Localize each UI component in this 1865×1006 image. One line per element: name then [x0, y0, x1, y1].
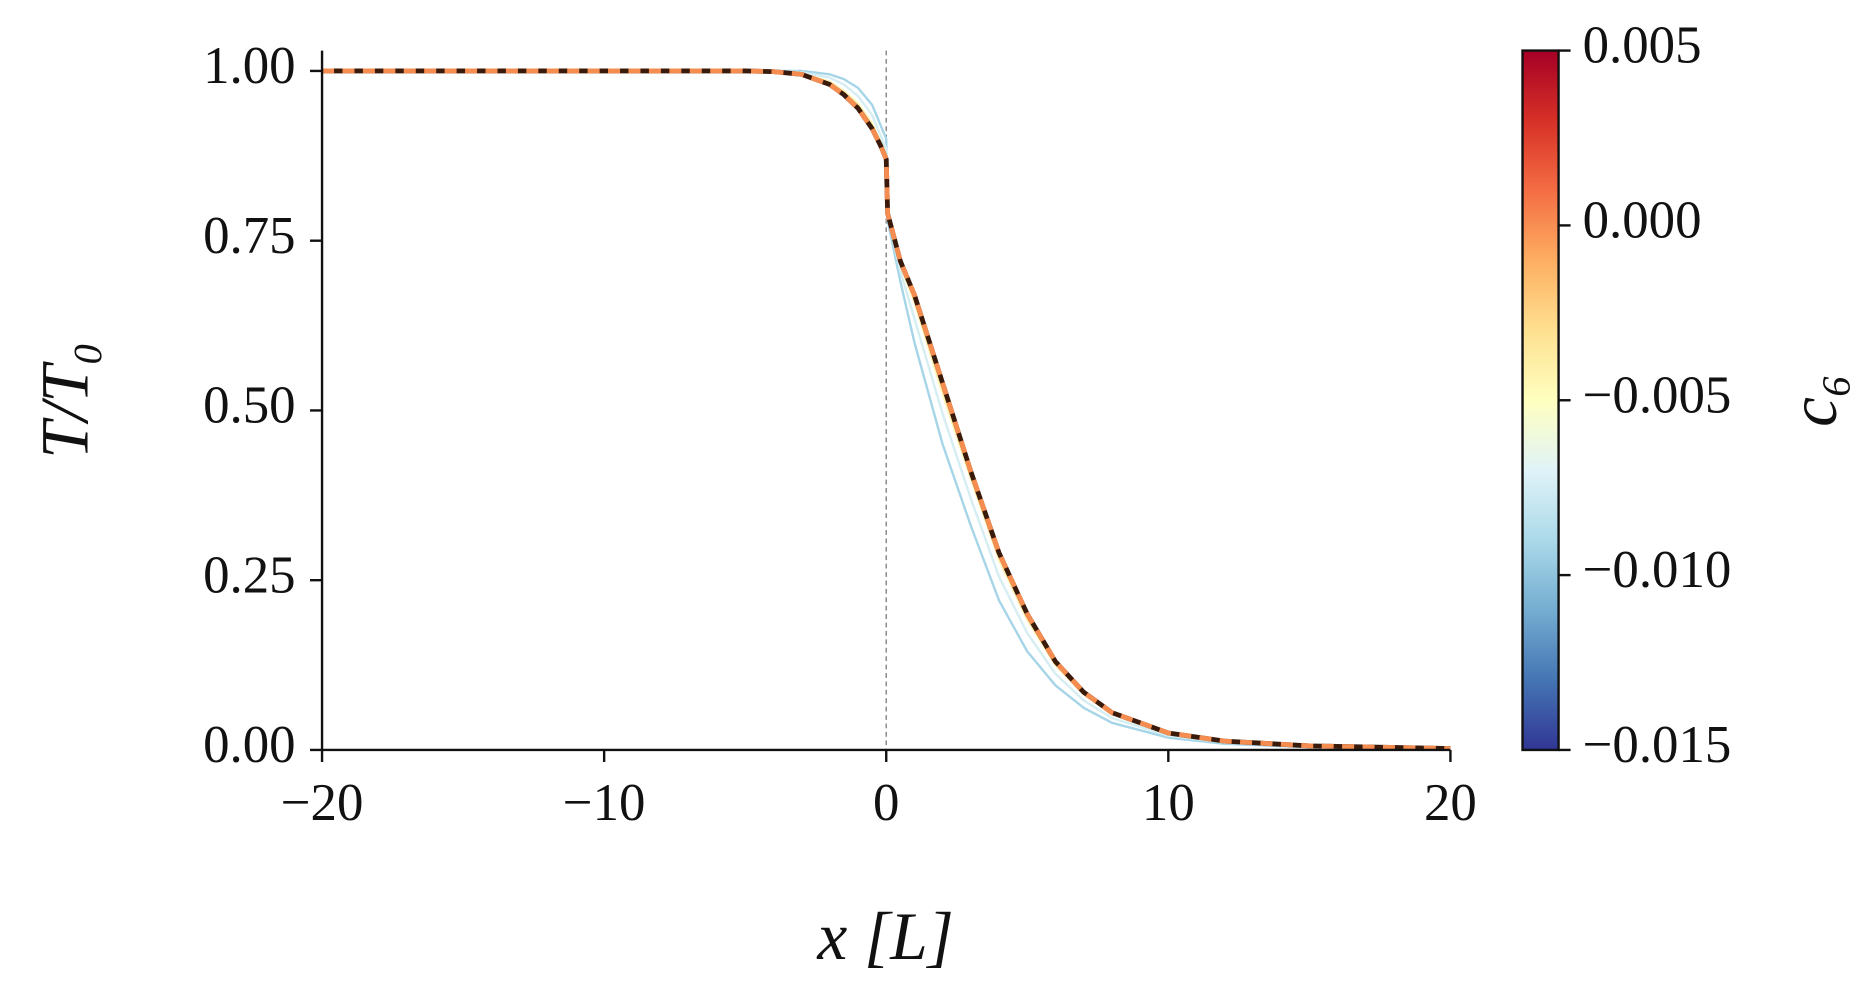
y-axis-label: T/T₀ — [28, 342, 103, 459]
y-tick-label: 0.50 — [203, 377, 296, 435]
line — [322, 68, 1451, 751]
x-tick-label: 10 — [1142, 774, 1195, 832]
colorbar-tick-label: −0.015 — [1583, 716, 1732, 774]
y-tick-label: 0.25 — [203, 546, 296, 604]
x-tick-label: −20 — [281, 774, 364, 832]
colorbar-label: c₆ — [1776, 374, 1851, 427]
y-tick-label: 0.75 — [203, 207, 296, 265]
colorbar-tick-label: −0.010 — [1583, 541, 1732, 599]
y-tick-label: 0.00 — [203, 716, 296, 774]
x-tick-label: 0 — [873, 774, 899, 832]
line — [322, 69, 1451, 751]
colorbar-tick-label: 0.005 — [1583, 17, 1702, 75]
colorbar-tick-label: −0.005 — [1583, 366, 1732, 424]
y-tick-label: 1.00 — [203, 37, 296, 95]
colorbar-tick-label: 0.000 — [1583, 192, 1702, 250]
x-tick-label: −10 — [563, 774, 646, 832]
x-tick-label: 20 — [1424, 774, 1477, 832]
colorbar — [1521, 49, 1560, 752]
x-axis-label: x [L] — [816, 899, 953, 974]
